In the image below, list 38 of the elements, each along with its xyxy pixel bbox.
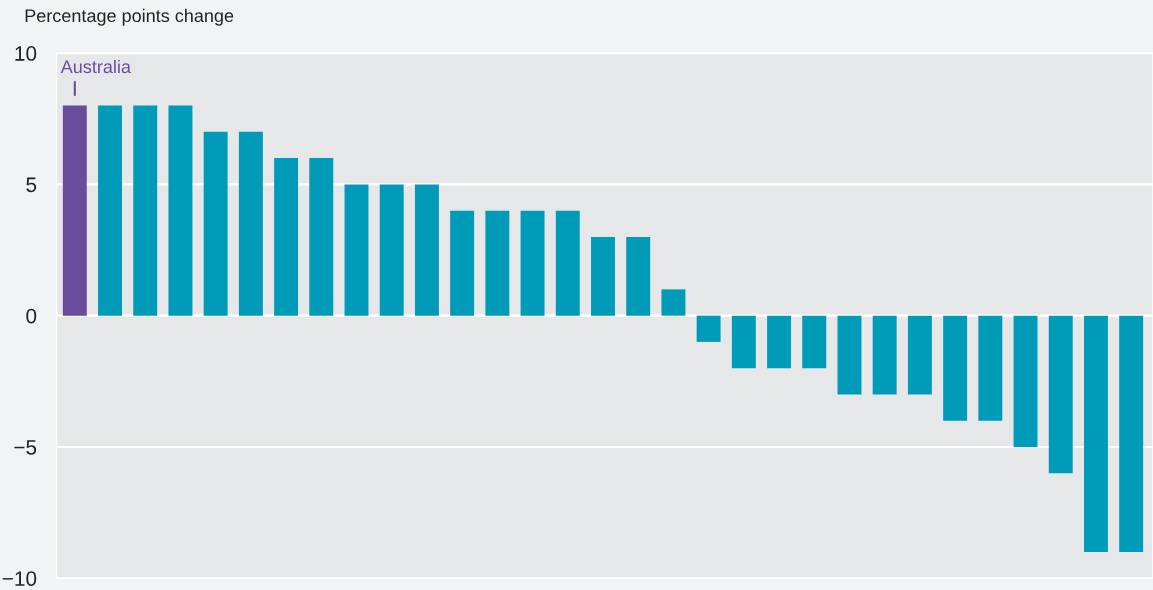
y-tick-label: 5 xyxy=(26,177,37,193)
bar xyxy=(98,105,122,316)
bar xyxy=(696,315,721,342)
bar xyxy=(978,315,1003,421)
bar xyxy=(274,158,299,316)
y-axis-title: Percentage points change xyxy=(25,8,234,26)
bar xyxy=(767,315,792,369)
bar xyxy=(238,131,263,316)
y-tick-label: −5 xyxy=(14,440,37,455)
y-tick-label: 0 xyxy=(26,308,37,324)
bar xyxy=(837,315,862,395)
bar xyxy=(203,131,228,316)
bar xyxy=(1048,315,1073,474)
bar xyxy=(520,210,545,316)
bar xyxy=(344,184,369,316)
bar xyxy=(168,105,193,316)
bar xyxy=(485,210,510,316)
bar xyxy=(802,315,827,369)
bar xyxy=(907,315,932,395)
bar xyxy=(62,105,87,316)
annotation: Australia xyxy=(60,59,131,74)
bar xyxy=(133,105,158,316)
bar xyxy=(661,289,686,316)
bar xyxy=(450,210,475,316)
bar xyxy=(1119,315,1144,552)
y-tick-label: 10 xyxy=(15,46,37,61)
bar xyxy=(626,236,651,316)
bar xyxy=(872,315,897,395)
bar xyxy=(1013,315,1038,447)
bar xyxy=(1083,315,1108,552)
bar xyxy=(731,315,756,369)
bar xyxy=(414,184,439,316)
bar xyxy=(379,184,404,316)
bar xyxy=(591,236,615,316)
bar xyxy=(555,210,580,316)
y-tick-label: −10 xyxy=(2,571,37,586)
bar xyxy=(943,315,968,421)
bar xyxy=(309,158,334,316)
